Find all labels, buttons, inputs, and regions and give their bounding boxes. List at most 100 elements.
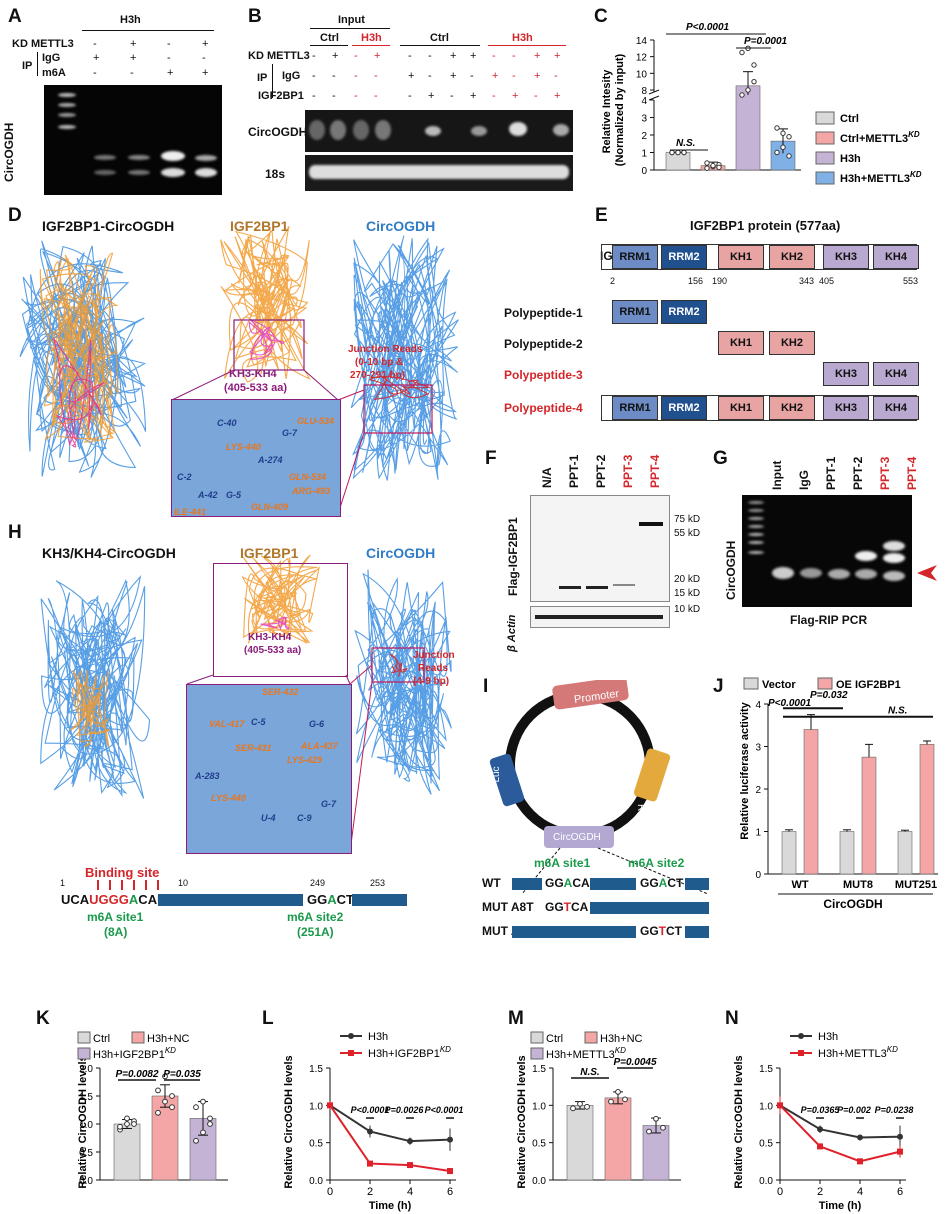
b-igf-label: IGF2BP1 (258, 90, 304, 102)
h-binding-label: Binding site (85, 865, 160, 880)
c-point (745, 87, 751, 93)
j-p2: P=0.032 (810, 690, 848, 701)
legend-label: Ctrl (93, 1033, 110, 1045)
b-igf-sign: - (354, 90, 358, 102)
h-seq-bar-2 (352, 894, 407, 906)
tick-label: 1.0 (532, 1101, 546, 1112)
j-xlabel: MUT8 (843, 879, 873, 891)
i-m1a: GG (545, 900, 564, 914)
c-point (774, 125, 780, 131)
c-point (780, 144, 786, 150)
legend-label: H3h+IGF2BP1KD (368, 1045, 451, 1060)
h-residue-label: A-283 (195, 771, 220, 781)
panel-label-g: G (713, 448, 728, 469)
e-pos-405: 405 (819, 276, 835, 286)
e-pp4-label: Polypeptide-4 (504, 401, 583, 415)
b-gel-18s (305, 155, 573, 191)
b-ctrl2: Ctrl (430, 32, 449, 44)
legend-swatch (77, 1031, 91, 1044)
g-lane-label: PPT-2 (851, 456, 865, 490)
i-plasmid (489, 680, 709, 895)
c-point (774, 149, 780, 156)
h-igf-protein (241, 554, 321, 644)
j-tick-label: 1 (755, 828, 761, 839)
g-lane-label: PPT-4 (905, 456, 919, 490)
tick-label: 2.0 (79, 1064, 93, 1075)
point (117, 1123, 123, 1130)
b-kd-sign: + (554, 50, 561, 62)
d-residue-label: ILE-441 (174, 507, 207, 517)
h-seq-c: C (138, 892, 148, 907)
series-line (329, 1104, 451, 1143)
tick-label: 0.5 (309, 1139, 323, 1150)
point (857, 1134, 863, 1141)
f-ylabel: Flag-IGF2BP1 (506, 517, 520, 596)
point (124, 1115, 130, 1122)
c-point (704, 160, 710, 166)
point (622, 1096, 628, 1103)
b-kd-sign: + (534, 50, 541, 62)
h-seq-a: A (128, 892, 139, 907)
sig-label: P=0.0238 (875, 1105, 914, 1115)
f-actin-blot (530, 606, 670, 628)
j-tick-label: 4 (755, 700, 761, 711)
bar (642, 1125, 670, 1181)
d-residue-label: LYS-440 (226, 442, 261, 452)
panel-label-m: M (508, 1008, 524, 1029)
b-igf-sign: - (492, 90, 496, 102)
b-igf-sign: - (332, 90, 336, 102)
tick-label: 1.0 (759, 1101, 773, 1112)
h-circ-rna (354, 569, 452, 795)
g-xlabel: Flag-RIP PCR (790, 613, 868, 627)
point (155, 1087, 161, 1094)
c-tick-label: 12 (636, 53, 648, 64)
d-residue-label: C-2 (177, 472, 192, 482)
h-residue-label: ALA-437 (301, 741, 338, 751)
panel-label-f: F (485, 448, 497, 469)
b-igg-sign: - (354, 70, 358, 82)
c-point (681, 149, 687, 156)
sig-label: P=0.035 (163, 1069, 201, 1080)
legend-label: Ctrl (546, 1033, 563, 1045)
point (817, 1126, 823, 1133)
f-marker-15: 15 kD (674, 588, 701, 599)
panel-label-n: N (725, 1008, 739, 1029)
b-kd-label: KD METTL3 (248, 50, 310, 62)
d-zoom-line (337, 432, 365, 515)
j-p1: P<0.0001 (768, 698, 812, 709)
point (169, 1093, 175, 1099)
d-residue-label: C-40 (217, 418, 237, 428)
b-igf-sign: - (534, 90, 538, 102)
a-m6a-sign-3: + (167, 67, 174, 79)
c-ns: N.S. (676, 138, 695, 149)
f-blot (530, 495, 670, 602)
tick-label: 0.0 (532, 1176, 546, 1187)
b-igg-sign: - (374, 70, 378, 82)
tick-label: 1.0 (79, 1120, 93, 1131)
b-kd-sign: - (492, 50, 496, 62)
point (857, 1158, 863, 1165)
i-circ: CircOGDH (553, 832, 601, 843)
sig-label: P=0.0045 (613, 1057, 657, 1068)
a-kd-sign-4: + (202, 38, 209, 50)
a-ip-label: IP (22, 60, 33, 72)
b-igg-label: IgG (282, 70, 301, 82)
a-kd-label: KD METTL3 (12, 38, 74, 50)
g-lane-label: IgG (797, 470, 811, 490)
point (577, 1100, 583, 1107)
e-pos-190: 190 (712, 276, 728, 286)
point (615, 1088, 621, 1095)
b-kd-sign: + (450, 50, 457, 62)
point (653, 1115, 659, 1122)
xtick-label: 2 (817, 1186, 823, 1198)
a-kd-sign-3: - (167, 38, 171, 50)
sig-label: P=0.0082 (115, 1069, 159, 1080)
j-xlabel: MUT251 (895, 879, 937, 891)
d-junc-2: (0-10 bp & (355, 357, 404, 368)
h-residue-label: SER-431 (235, 743, 272, 753)
panel-m-chart: Relative CircOGDH levels 0.0 0.5 1.0 1.5 N.S… (516, 1031, 681, 1189)
a-m6a-sign-1: - (93, 67, 97, 79)
sig-label: P<0.0001 (351, 1105, 390, 1115)
b-igf-sign: + (470, 90, 477, 102)
h-circ-junction (389, 653, 409, 678)
